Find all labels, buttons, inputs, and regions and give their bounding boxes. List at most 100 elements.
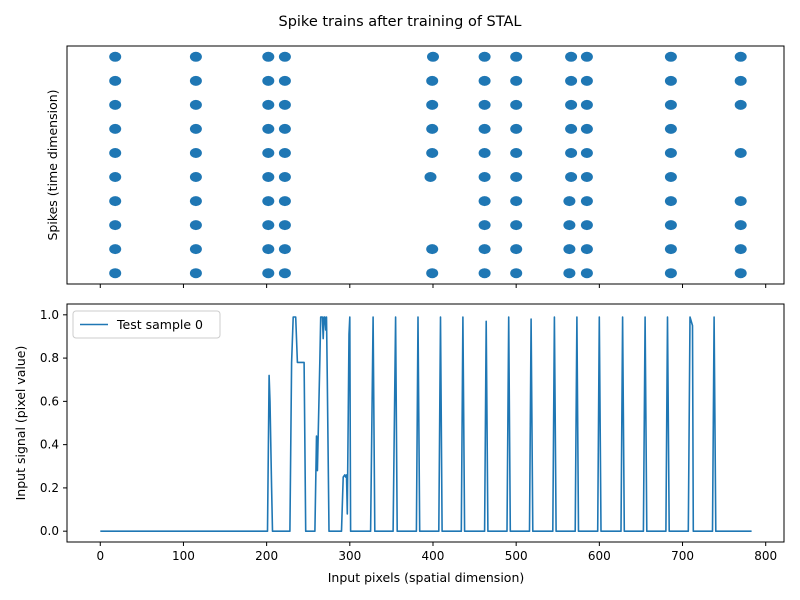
spike-point bbox=[664, 99, 677, 110]
spike-point bbox=[278, 268, 291, 279]
spike-point bbox=[580, 244, 593, 255]
spike-point bbox=[580, 75, 593, 86]
spike-point bbox=[565, 51, 578, 62]
spike-point bbox=[478, 172, 491, 182]
spike-point bbox=[734, 148, 747, 158]
spike-point bbox=[478, 123, 491, 134]
spike-point bbox=[510, 244, 523, 255]
spike-point bbox=[580, 172, 593, 182]
spike-point bbox=[189, 75, 202, 86]
spike-point bbox=[664, 220, 677, 231]
bottom-y-tick-label: 0.8 bbox=[40, 351, 59, 365]
spike-point bbox=[478, 244, 491, 255]
bottom-y-tick-label: 0.0 bbox=[40, 524, 59, 538]
spike-point bbox=[734, 196, 747, 207]
bottom-x-axis-label: Input pixels (spatial dimension) bbox=[328, 570, 525, 585]
legend-label: Test sample 0 bbox=[116, 317, 203, 332]
bottom-x-ticks: 0 100 200 300 400 500 600 700 800 bbox=[96, 542, 777, 563]
spike-point bbox=[262, 51, 275, 62]
bottom-y-tick-label: 0.4 bbox=[40, 438, 59, 452]
legend-box bbox=[72, 310, 221, 339]
bottom-x-tick-label: 0 bbox=[96, 549, 104, 563]
spike-point bbox=[189, 196, 202, 207]
spike-point bbox=[510, 123, 523, 134]
bottom-x-tick-label: 300 bbox=[338, 549, 361, 563]
spike-point bbox=[426, 75, 439, 86]
spike-point bbox=[478, 99, 491, 110]
spike-point bbox=[109, 172, 122, 182]
spike-point bbox=[580, 99, 593, 110]
spike-point bbox=[563, 268, 576, 279]
spike-point bbox=[734, 268, 747, 279]
top-x-ticks bbox=[99, 284, 767, 288]
spike-point bbox=[262, 75, 275, 86]
spike-point bbox=[189, 220, 202, 231]
spike-point bbox=[189, 268, 202, 279]
spike-point bbox=[510, 172, 523, 182]
bottom-x-tick-label: 700 bbox=[671, 549, 694, 563]
spike-point bbox=[510, 75, 523, 86]
spike-point bbox=[580, 148, 593, 158]
spike-point bbox=[664, 75, 677, 86]
spike-point bbox=[734, 220, 747, 231]
spike-point bbox=[510, 196, 523, 207]
spike-point bbox=[278, 244, 291, 255]
spike-point bbox=[109, 196, 122, 207]
spike-point bbox=[426, 268, 439, 279]
signal-series-line bbox=[100, 316, 752, 532]
spike-point bbox=[262, 244, 275, 255]
spike-point bbox=[278, 172, 291, 182]
spike-point bbox=[278, 51, 291, 62]
spike-point bbox=[478, 196, 491, 207]
bottom-y-tick-label: 1.0 bbox=[40, 308, 59, 322]
spike-point bbox=[109, 123, 122, 134]
spike-point bbox=[424, 172, 437, 182]
legend: Test sample 0 bbox=[72, 310, 221, 339]
spike-point bbox=[565, 123, 578, 134]
spike-point bbox=[109, 99, 122, 110]
spike-point bbox=[734, 75, 747, 86]
bottom-x-tick-label: 600 bbox=[588, 549, 611, 563]
bottom-y-ticks: 0.0 0.2 0.4 0.6 0.8 1.0 bbox=[40, 308, 67, 538]
bottom-x-tick-label: 100 bbox=[172, 549, 195, 563]
spike-point bbox=[278, 220, 291, 231]
bottom-x-tick-label: 800 bbox=[754, 549, 777, 563]
bottom-x-tick-label: 400 bbox=[422, 549, 445, 563]
spike-point bbox=[563, 196, 576, 207]
signal-line bbox=[100, 316, 752, 532]
spike-point bbox=[109, 51, 122, 62]
spike-point bbox=[262, 268, 275, 279]
spike-points bbox=[109, 51, 747, 279]
spike-point bbox=[580, 268, 593, 279]
spike-point bbox=[664, 196, 677, 207]
spike-point bbox=[565, 172, 578, 182]
spike-point bbox=[510, 51, 523, 62]
bottom-y-tick-label: 0.6 bbox=[40, 394, 59, 408]
spike-point bbox=[189, 99, 202, 110]
spike-point bbox=[478, 268, 491, 279]
spike-point bbox=[189, 148, 202, 158]
spike-point bbox=[109, 268, 122, 279]
spike-point bbox=[426, 244, 439, 255]
spike-point bbox=[426, 148, 439, 158]
spike-point bbox=[734, 51, 747, 62]
spike-point bbox=[262, 123, 275, 134]
spike-point bbox=[109, 220, 122, 231]
spike-point bbox=[278, 99, 291, 110]
spike-point bbox=[478, 220, 491, 231]
spike-point bbox=[664, 148, 677, 158]
bottom-x-tick-label: 200 bbox=[255, 549, 278, 563]
bottom-x-tick-label: 500 bbox=[505, 549, 528, 563]
figure-title: Spike trains after training of STAL bbox=[279, 14, 522, 30]
spike-point bbox=[278, 148, 291, 158]
spike-point bbox=[478, 75, 491, 86]
spike-point bbox=[189, 244, 202, 255]
spike-point bbox=[565, 75, 578, 86]
spike-point bbox=[262, 99, 275, 110]
spike-point bbox=[510, 148, 523, 158]
spike-point bbox=[664, 51, 677, 62]
spike-point bbox=[278, 75, 291, 86]
spike-point bbox=[580, 51, 593, 62]
spike-raster-panel: Spikes (time dimension) bbox=[45, 45, 785, 288]
bottom-y-tick-label: 0.2 bbox=[40, 481, 59, 495]
